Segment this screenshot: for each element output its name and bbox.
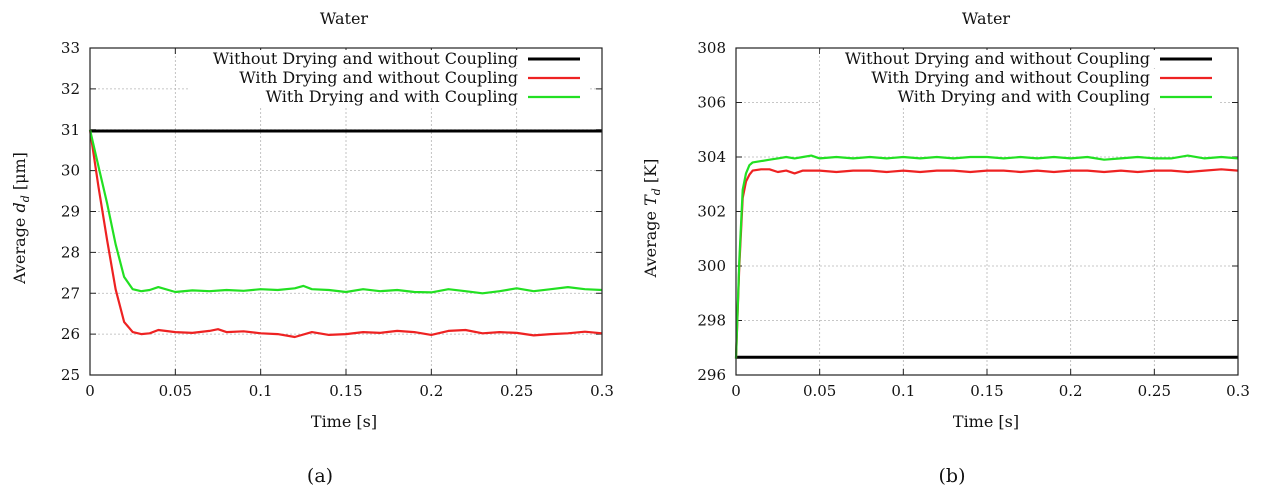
chart-title-b: Water <box>962 9 1010 28</box>
y-tick-label: 31 <box>61 121 80 139</box>
series-line-2 <box>734 168 1239 359</box>
x-tick-label: 0.15 <box>970 382 1003 400</box>
y-axis-label-unit-a: [μm] <box>10 152 29 195</box>
legend-label: With Drying and with Coupling <box>898 87 1150 106</box>
legend-entry-background <box>188 88 588 106</box>
y-tick-label: 28 <box>61 243 80 261</box>
legend-label: With Drying and without Coupling <box>871 68 1150 87</box>
chart-panel-a: 25 26 27 28 29 30 31 32 33 0 0.05 0.1 0.15 0.2 0.25 0.3… <box>10 9 614 487</box>
legend-label: Without Drying and without Coupling <box>213 49 518 68</box>
y-tick-label: 32 <box>61 80 80 98</box>
x-tick-label: 0 <box>85 382 95 400</box>
x-tick-label: 0.05 <box>159 382 192 400</box>
y-axis-label-sub-b: d <box>650 188 663 195</box>
legend-entry-background <box>820 69 1220 87</box>
y-tick-label: 29 <box>61 203 80 221</box>
legend-label: Without Drying and without Coupling <box>845 49 1150 68</box>
legend-label: With Drying and without Coupling <box>239 68 518 87</box>
plot-area-a: 25 26 27 28 29 30 31 32 33 0 0.05 0.1 0.15 0.2 0.25 0.3… <box>61 39 614 400</box>
series-line-2 <box>88 129 603 339</box>
series-line-3 <box>88 129 603 295</box>
y-axis-label-prefix-b: Average <box>641 206 660 278</box>
y-tick-label: 30 <box>61 162 80 180</box>
y-tick-label: 296 <box>697 366 726 384</box>
y-axis-label-a: Average dd [μm] <box>10 152 32 285</box>
x-tick-label: 0.2 <box>1059 382 1083 400</box>
y-tick-label: 26 <box>61 325 80 343</box>
y-axis-label-var-a: d <box>10 202 29 212</box>
y-tick-label: 308 <box>697 39 726 57</box>
y-tick-label: 27 <box>61 284 80 302</box>
x-tick-label: 0.15 <box>329 382 362 400</box>
y-tick-label: 300 <box>697 257 726 275</box>
plot-frame <box>89 47 603 376</box>
y-tick-label: 33 <box>61 39 80 57</box>
x-tick-label: 0.25 <box>1138 382 1171 400</box>
legend: Without Drying and without CouplingWith … <box>820 49 1220 106</box>
chart-title-a: Water <box>320 9 368 28</box>
x-axis-label-b: Time [s] <box>953 412 1019 431</box>
x-tick-label: 0.3 <box>1226 382 1250 400</box>
y-tick-label: 306 <box>697 94 726 112</box>
y-tick-label: 302 <box>697 203 726 221</box>
x-tick-label: 0 <box>731 382 741 400</box>
legend-entry-background <box>188 69 588 87</box>
y-axis-label-sub-a: d <box>19 195 32 202</box>
legend-entry-background <box>820 88 1220 106</box>
plot-frame <box>735 47 1239 376</box>
y-tick-label: 304 <box>697 148 726 166</box>
y-tick-label: 25 <box>61 366 80 384</box>
series-line-3 <box>734 154 1239 359</box>
legend-entry-background <box>188 50 588 68</box>
x-tick-label: 0.2 <box>419 382 443 400</box>
caption-b: (b) <box>939 465 966 487</box>
chart-panel-b: 296 298 300 302 304 306 308 0 0.05 0.1 0.15 0.2 0.25… <box>641 9 1250 487</box>
y-tick-label: 298 <box>697 312 726 330</box>
y-axis-label-unit-b: [K] <box>641 159 660 189</box>
x-tick-label: 0.1 <box>891 382 915 400</box>
legend: Without Drying and without CouplingWith … <box>188 49 588 106</box>
legend-entry-background <box>820 50 1220 68</box>
caption-a: (a) <box>307 465 333 487</box>
y-axis-label-var-b: T <box>641 194 660 206</box>
plot-area-b: 296 298 300 302 304 306 308 0 0.05 0.1 0.15 0.2 0.25… <box>697 39 1250 400</box>
x-tick-label: 0.25 <box>500 382 533 400</box>
x-tick-label: 0.1 <box>249 382 273 400</box>
legend-label: With Drying and with Coupling <box>266 87 518 106</box>
x-tick-label: 0.3 <box>590 382 614 400</box>
x-axis-label-a: Time [s] <box>311 412 377 431</box>
y-axis-label-b: Average Td [K] <box>641 159 663 279</box>
y-axis-label-prefix-a: Average <box>10 213 29 285</box>
x-tick-label: 0.05 <box>803 382 836 400</box>
